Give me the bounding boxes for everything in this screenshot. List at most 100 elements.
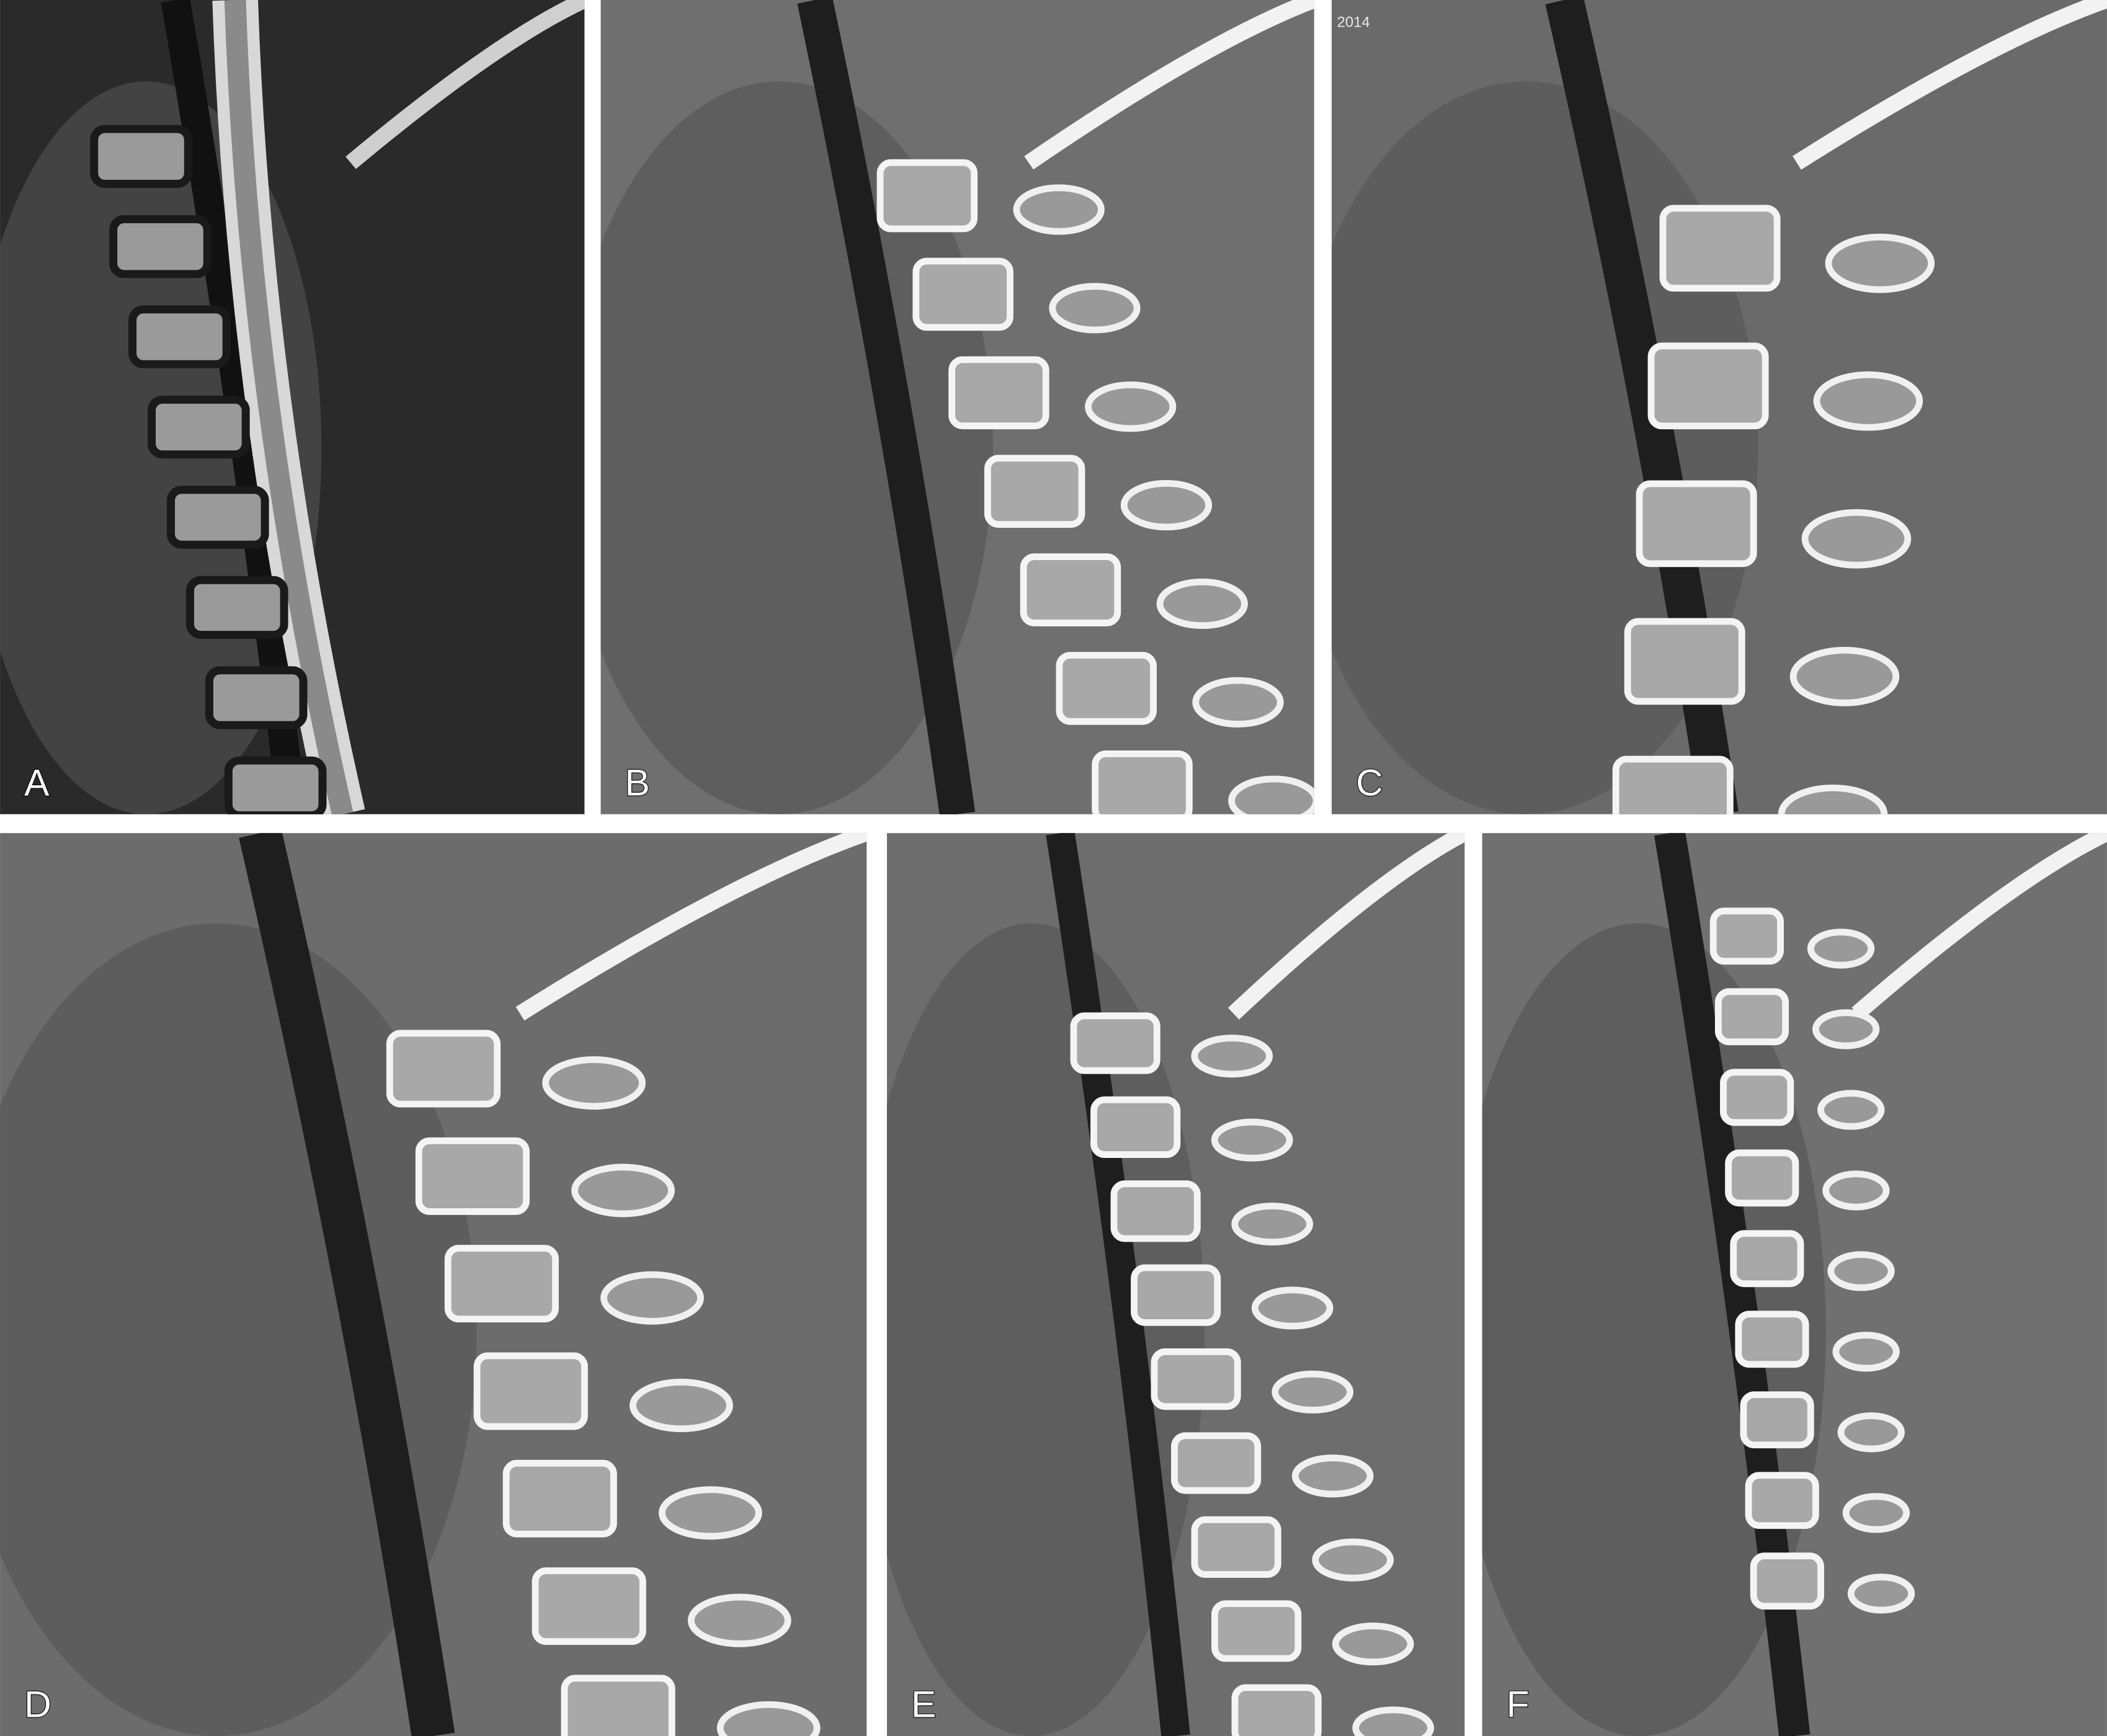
vertebra [166, 486, 269, 549]
vertebra [128, 305, 231, 368]
vertebra [1090, 1096, 1181, 1159]
spinous-process [1817, 1090, 1885, 1130]
vertebra [1740, 1391, 1814, 1449]
vertebra [1191, 1516, 1281, 1578]
panel-label: B [625, 762, 649, 804]
vertebra [532, 1567, 646, 1645]
spinous-process [1847, 1574, 1915, 1614]
vertebra [473, 1352, 588, 1430]
vertebra [444, 1245, 559, 1323]
spinous-process [1049, 283, 1141, 334]
spinous-process [1211, 1118, 1293, 1162]
vertebra [1171, 1432, 1262, 1494]
vertebra [1211, 1600, 1302, 1662]
panel [600, 0, 1314, 814]
vertebra [912, 257, 1013, 331]
spinous-process [1837, 1412, 1905, 1453]
vertebra [502, 1459, 617, 1538]
vertebra [876, 159, 978, 233]
skull-base [1227, 833, 1465, 1020]
spinous-process [1822, 1170, 1890, 1211]
vertebra [1745, 1472, 1819, 1529]
vertebra [1110, 1180, 1201, 1242]
vertebra [185, 576, 288, 639]
vertebra [415, 1137, 530, 1215]
panel [0, 0, 585, 814]
vertebra [1151, 1348, 1241, 1410]
vertebra [148, 395, 250, 459]
spinous-process [1156, 578, 1248, 630]
spinous-process [542, 1056, 646, 1110]
skull-base [1851, 833, 2107, 1020]
panel-label: F [1507, 1683, 1530, 1725]
vertebra [1056, 652, 1157, 725]
vertebra [1735, 1311, 1809, 1368]
vertebra [948, 356, 1049, 430]
vertebra [1647, 342, 1769, 430]
spinous-process [1251, 1286, 1334, 1330]
spinous-process [1812, 1009, 1880, 1049]
panel-label: C [1356, 762, 1383, 804]
panel-label: D [24, 1683, 51, 1725]
skull-base [515, 833, 867, 1021]
vertebra [224, 756, 327, 814]
skull-base [1024, 0, 1314, 170]
skull-base [345, 0, 585, 169]
spinous-process [1231, 1203, 1314, 1246]
airway [239, 833, 455, 1736]
spinous-process [1291, 1454, 1374, 1498]
vertebra [109, 215, 212, 278]
spinal-cord-core [224, 0, 354, 814]
spinous-process [1801, 509, 1912, 569]
panel-label: A [24, 762, 50, 804]
spinous-process [1789, 646, 1900, 706]
vertebra [561, 1675, 675, 1736]
spinous-process [1352, 1706, 1435, 1736]
vertebra [1231, 1684, 1322, 1736]
spinous-process [1807, 928, 1875, 969]
panel [0, 833, 867, 1736]
vertebra [1720, 1069, 1794, 1126]
vertebra [1730, 1230, 1804, 1288]
spinous-process [1191, 1035, 1273, 1078]
vertebra [90, 125, 192, 188]
panel [1482, 833, 2107, 1736]
overlay-text: 2014 [1337, 14, 1370, 30]
spinous-process [1228, 775, 1314, 814]
spinous-process [1272, 1370, 1354, 1413]
vertebra [1750, 1552, 1824, 1610]
spinous-process [1312, 1538, 1394, 1582]
vertebra [1624, 618, 1745, 705]
soft-tissue [600, 81, 994, 814]
spinous-process [600, 1271, 704, 1325]
panel-label: E [911, 1683, 936, 1725]
airway [797, 0, 976, 814]
vertebra [1020, 553, 1121, 626]
vertebra [205, 666, 308, 729]
spinous-process [687, 1593, 791, 1647]
vertebra [984, 455, 1085, 528]
vertebra [1612, 755, 1734, 814]
vertebra [1131, 1264, 1221, 1326]
vertebra [1709, 907, 1784, 965]
spinous-process [716, 1701, 821, 1736]
panel [1331, 0, 2107, 814]
spinous-process [658, 1486, 762, 1540]
skull-base [1793, 0, 2107, 170]
vertebra [1636, 480, 1757, 568]
vertebra [1070, 1012, 1160, 1074]
spinous-process [1832, 1332, 1900, 1372]
spinous-process [1120, 479, 1213, 531]
vertebra [1714, 988, 1789, 1046]
vertebra [1659, 205, 1781, 292]
vertebra [1092, 750, 1193, 814]
airway [1046, 833, 1190, 1736]
spinous-process [1085, 381, 1177, 432]
vertebra [1725, 1149, 1799, 1207]
panel [886, 833, 1465, 1736]
spinous-process [1332, 1622, 1414, 1666]
spinous-process [1827, 1251, 1895, 1291]
spinous-process [1813, 371, 1923, 431]
